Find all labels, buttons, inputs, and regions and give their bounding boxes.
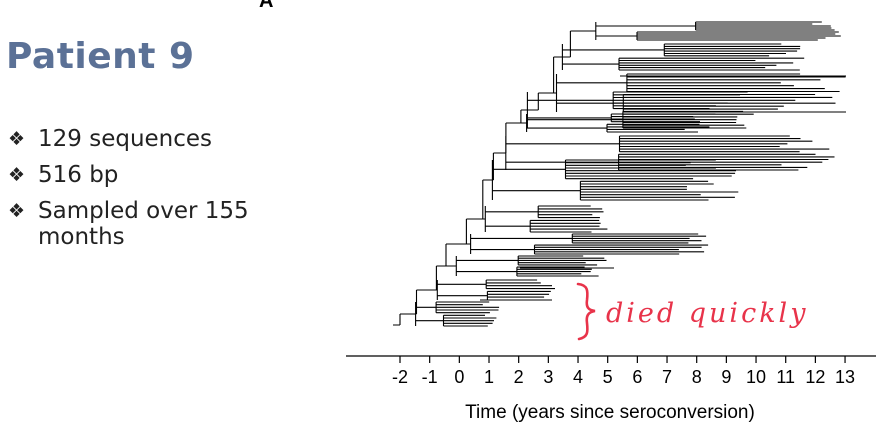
bullet-text: Sampled over 155 months: [38, 198, 249, 250]
diamond-bullet-icon: ❖: [8, 164, 26, 186]
x-tick-label: 0: [454, 367, 464, 387]
died-quickly-annotation: died quickly: [576, 282, 808, 341]
diamond-bullet-icon: ❖: [8, 128, 26, 150]
x-tick-label: -2: [392, 367, 408, 387]
x-tick-label: 11: [776, 367, 795, 387]
curly-brace-icon: [576, 282, 596, 341]
x-tick-label: 8: [692, 367, 702, 387]
bullet-item-sampling: ❖ Sampled over 155 months: [8, 198, 328, 250]
x-tick-label: 3: [543, 367, 553, 387]
bullet-item-sequences: ❖ 129 sequences: [8, 126, 328, 152]
tree-branches: [393, 21, 846, 327]
bullet-item-length: ❖ 516 bp: [8, 162, 328, 188]
x-tick-label: 7: [662, 367, 672, 387]
x-tick-label: 6: [632, 367, 642, 387]
panel-letter: A: [259, 0, 274, 12]
slide-title: Patient 9: [6, 36, 195, 77]
bullet-text: 129 sequences: [38, 126, 213, 152]
x-tick-label: -1: [422, 367, 438, 387]
x-tick-label: 9: [721, 367, 731, 387]
x-tick-label: 13: [835, 367, 855, 387]
diamond-bullet-icon: ❖: [8, 200, 26, 222]
tree-branch-lines: [393, 21, 846, 327]
x-axis: -2 -1 0 1 2 3 4 5 6 7 8 9 10 11 12 13: [346, 355, 876, 387]
x-axis-label: Time (years since seroconversion): [465, 402, 755, 423]
bullet-list: ❖ 129 sequences ❖ 516 bp ❖ Sampled over …: [8, 126, 328, 260]
bullet-text: 516 bp: [38, 162, 119, 188]
x-tick-label: 1: [484, 367, 494, 387]
x-tick-label: 4: [573, 367, 583, 387]
x-tick-label: 2: [514, 367, 524, 387]
x-tick-label: 5: [603, 367, 613, 387]
annotation-text: died quickly: [606, 298, 808, 329]
x-tick-label: 12: [805, 367, 825, 387]
x-tick-label: 10: [746, 367, 766, 387]
